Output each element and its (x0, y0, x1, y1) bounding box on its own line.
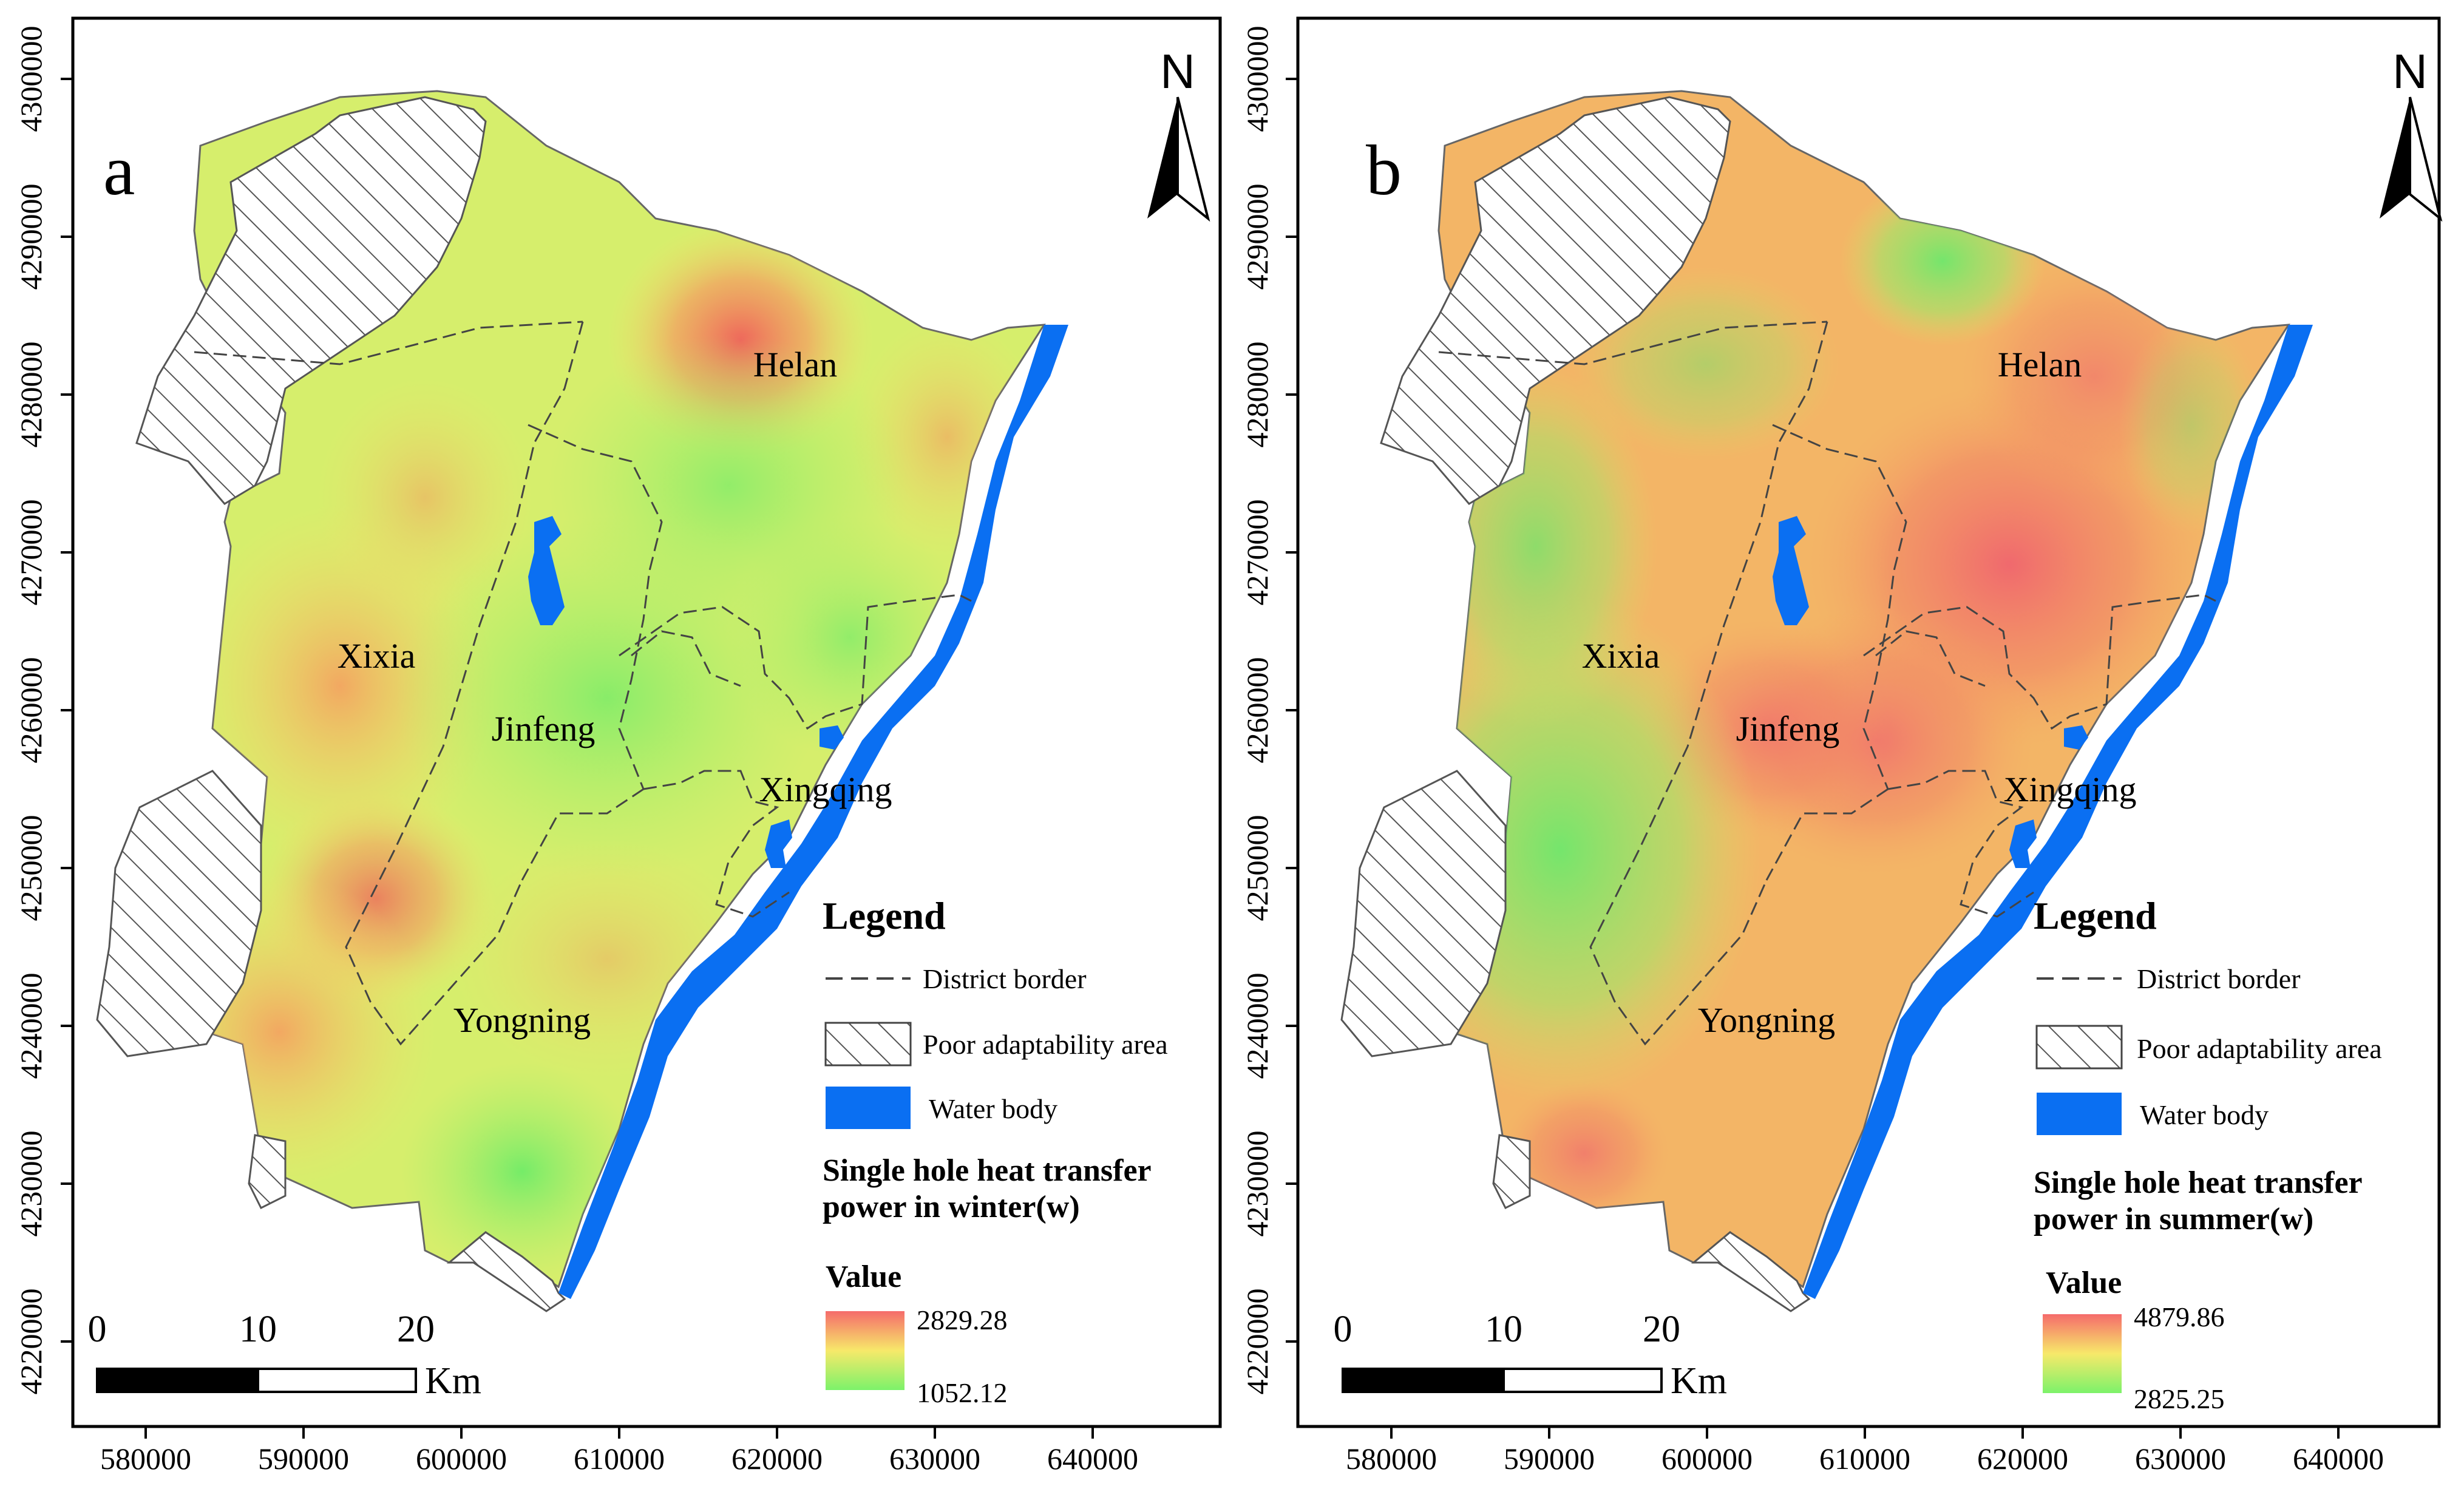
panel-b-x-tick-labels: 580000 590000 600000 610000 620000 63000… (1346, 1442, 2384, 1476)
legend-title: Legend (823, 894, 946, 937)
scale-tick-0: 0 (1334, 1309, 1352, 1350)
legend-poor-area: Poor adaptability area (2137, 1033, 2382, 1064)
y-tick-label: 4290000 (14, 184, 48, 290)
panel-b-scale-bar: 0 10 20 Km (1334, 1309, 1728, 1402)
legend-color-ramp (2043, 1314, 2122, 1393)
scale-unit: Km (425, 1360, 481, 1402)
x-tick-label: 600000 (1661, 1442, 1753, 1476)
x-tick-label: 610000 (574, 1442, 665, 1476)
panel-label: a (103, 131, 135, 210)
panel-a-scale-bar: 0 10 20 Km (88, 1309, 482, 1402)
legend-max-value: 4879.86 (2134, 1301, 2225, 1332)
x-tick-label: 590000 (1504, 1442, 1595, 1476)
legend-value-label: Value (2046, 1266, 2122, 1300)
scale-tick-0: 0 (88, 1309, 107, 1350)
scale-unit: Km (1671, 1360, 1727, 1402)
panel-b-y-tick-marks (1286, 78, 1298, 1343)
district-label-jinfeng: Jinfeng (1736, 709, 1840, 748)
district-label-jinfeng: Jinfeng (492, 709, 596, 748)
y-tick-label: 4300000 (14, 26, 48, 132)
x-tick-label: 610000 (1819, 1442, 1910, 1476)
x-tick-label: 630000 (889, 1442, 980, 1476)
panel-a-x-tick-marks (144, 1426, 1094, 1439)
panel-b-x-tick-marks (1390, 1426, 2340, 1439)
panel-b-legend: Legend District border Poor adaptability… (2034, 894, 2382, 1414)
panel-a-x-tick-labels: 580000 590000 600000 610000 620000 63000… (100, 1442, 1138, 1476)
y-tick-label: 4290000 (1240, 184, 1274, 290)
north-arrow-icon: N (2380, 44, 2443, 222)
district-label-helan: Helan (753, 345, 838, 384)
legend-variable-line2: power in winter(w) (823, 1190, 1080, 1224)
north-label: N (2392, 44, 2428, 98)
north-label: N (1160, 44, 1195, 98)
x-tick-label: 620000 (731, 1442, 823, 1476)
x-tick-label: 630000 (2135, 1442, 2226, 1476)
panel-a-legend: Legend District border Poor adaptability… (823, 894, 1168, 1408)
scale-tick-10: 10 (239, 1309, 277, 1350)
district-label-xingqing: Xingqing (2003, 770, 2136, 809)
district-label-yongning: Yongning (453, 1000, 591, 1040)
legend-district-border: District border (923, 963, 1087, 994)
y-tick-label: 4270000 (14, 500, 48, 606)
legend-variable-line2: power in summer(w) (2034, 1202, 2313, 1236)
panel-a: 4300000 4290000 4280000 4270000 4260000 … (14, 16, 1222, 1476)
x-tick-label: 640000 (2293, 1442, 2384, 1476)
y-tick-label: 4300000 (1240, 26, 1274, 132)
legend-variable-line1: Single hole heat transfer (2034, 1165, 2363, 1200)
y-tick-label: 4220000 (1240, 1289, 1274, 1395)
district-label-helan: Helan (1998, 345, 2082, 384)
panel-a-y-tick-marks (61, 78, 73, 1343)
legend-district-border: District border (2137, 963, 2301, 994)
panel-b: 4300000 4290000 4280000 4270000 4260000 … (1240, 16, 2443, 1476)
x-tick-label: 580000 (1346, 1442, 1437, 1476)
district-label-xixia: Xixia (1582, 636, 1660, 676)
x-tick-label: 580000 (100, 1442, 191, 1476)
legend-max-value: 2829.28 (917, 1304, 1008, 1335)
y-tick-label: 4230000 (14, 1131, 48, 1237)
district-label-xingqing: Xingqing (759, 770, 892, 809)
x-tick-label: 600000 (416, 1442, 507, 1476)
x-tick-label: 590000 (258, 1442, 349, 1476)
legend-value-label: Value (826, 1260, 901, 1294)
panel-a-district-labels: Helan Xixia Jinfeng Xingqing Yongning (338, 345, 892, 1040)
panel-b-y-tick-labels: 4300000 4290000 4280000 4270000 4260000 … (1240, 26, 1274, 1395)
panel-b-heat-surface (1340, 90, 2313, 1312)
legend-title: Legend (2034, 894, 2157, 937)
x-tick-label: 640000 (1047, 1442, 1138, 1476)
y-tick-label: 4250000 (14, 815, 48, 921)
x-tick-label: 620000 (1977, 1442, 2068, 1476)
panel-a-y-tick-labels: 4300000 4290000 4280000 4270000 4260000 … (14, 26, 48, 1395)
legend-min-value: 1052.12 (917, 1377, 1008, 1408)
panel-label: b (1366, 131, 1402, 210)
y-tick-label: 4230000 (1240, 1131, 1274, 1237)
north-arrow-icon: N (1147, 44, 1210, 222)
y-tick-label: 4270000 (1240, 500, 1274, 606)
scale-tick-20: 20 (397, 1309, 435, 1350)
legend-min-value: 2825.25 (2134, 1383, 2225, 1414)
y-tick-label: 4240000 (14, 973, 48, 1079)
y-tick-label: 4280000 (14, 342, 48, 448)
district-label-yongning: Yongning (1698, 1000, 1835, 1040)
scale-tick-20: 20 (1643, 1309, 1680, 1350)
legend-water-body: Water body (929, 1093, 1057, 1124)
y-tick-label: 4250000 (1240, 815, 1274, 921)
legend-water-body: Water body (2140, 1099, 2269, 1130)
y-tick-label: 4220000 (14, 1289, 48, 1395)
scale-tick-10: 10 (1485, 1309, 1522, 1350)
y-tick-label: 4260000 (14, 657, 48, 764)
y-tick-label: 4240000 (1240, 973, 1274, 1079)
panel-b-district-labels: Helan Xixia Jinfeng Xingqing Yongning (1582, 345, 2137, 1040)
legend-variable-line1: Single hole heat transfer (823, 1153, 1152, 1188)
legend-color-ramp (826, 1311, 904, 1390)
y-tick-label: 4260000 (1240, 657, 1274, 764)
y-tick-label: 4280000 (1240, 342, 1274, 448)
district-label-xixia: Xixia (338, 636, 416, 676)
legend-poor-area: Poor adaptability area (923, 1029, 1168, 1060)
